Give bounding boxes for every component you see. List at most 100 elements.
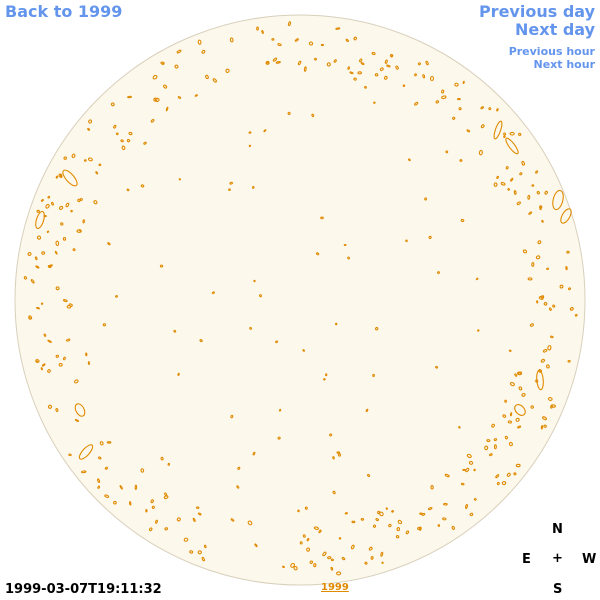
contour-mark bbox=[88, 119, 93, 124]
contour-mark bbox=[78, 444, 94, 460]
contour-mark bbox=[236, 485, 240, 489]
contour-mark bbox=[368, 546, 373, 551]
contour-mark bbox=[418, 526, 422, 531]
contour-mark bbox=[143, 141, 147, 145]
contour-mark bbox=[381, 561, 384, 564]
contour-mark bbox=[97, 485, 101, 489]
contour-mark bbox=[372, 373, 375, 377]
contour-mark bbox=[277, 43, 282, 47]
contour-mark bbox=[165, 106, 169, 112]
contour-mark bbox=[543, 302, 548, 306]
contour-mark bbox=[62, 169, 78, 187]
contour-mark bbox=[304, 506, 308, 510]
contour-mark bbox=[332, 490, 336, 495]
compass-center-icon: + bbox=[552, 551, 563, 566]
contour-mark bbox=[82, 219, 85, 224]
contour-mark bbox=[197, 39, 202, 45]
contour-mark bbox=[318, 529, 322, 534]
compass-south-label: S bbox=[553, 582, 563, 597]
contour-mark bbox=[542, 349, 548, 353]
contour-mark bbox=[559, 284, 564, 289]
contour-mark bbox=[79, 197, 83, 202]
contour-mark bbox=[517, 425, 522, 429]
contour-mark bbox=[85, 352, 88, 357]
contour-mark bbox=[50, 201, 55, 206]
contour-mark bbox=[87, 361, 90, 366]
contour-mark bbox=[386, 64, 391, 68]
contour-mark bbox=[565, 265, 568, 271]
contour-mark bbox=[40, 367, 43, 371]
contour-mark bbox=[47, 264, 52, 269]
contour-mark bbox=[62, 299, 68, 303]
contour-mark bbox=[462, 468, 466, 471]
contour-mark bbox=[275, 340, 279, 344]
contour-mark bbox=[93, 200, 98, 205]
previous-day-link[interactable]: Previous day bbox=[478, 2, 595, 21]
contour-mark bbox=[159, 264, 164, 268]
contour-mark bbox=[102, 323, 107, 327]
contour-mark bbox=[567, 360, 571, 363]
contour-mark bbox=[71, 153, 76, 159]
contour-mark bbox=[538, 295, 544, 300]
contour-mark bbox=[375, 326, 379, 331]
contour-mark bbox=[374, 73, 379, 77]
contour-mark bbox=[360, 62, 365, 66]
compass-west-label: W bbox=[582, 552, 597, 567]
year-link[interactable]: 1999 bbox=[321, 582, 349, 593]
contour-mark bbox=[377, 510, 381, 515]
contour-mark bbox=[160, 456, 164, 461]
contour-mark bbox=[349, 71, 354, 75]
contour-mark bbox=[126, 188, 130, 192]
previous-hour-link[interactable]: Previous hour bbox=[508, 45, 595, 58]
contour-mark bbox=[201, 49, 206, 54]
next-hour-link[interactable]: Next hour bbox=[533, 58, 596, 71]
contour-mark bbox=[47, 369, 51, 373]
contour-mark bbox=[107, 242, 111, 246]
contour-mark bbox=[335, 322, 338, 326]
contour-mark bbox=[536, 369, 544, 391]
contour-mark bbox=[466, 453, 472, 459]
contour-mark bbox=[99, 441, 104, 446]
contour-mark bbox=[148, 527, 153, 532]
contour-mark bbox=[43, 333, 47, 337]
next-day-link[interactable]: Next day bbox=[515, 20, 595, 39]
contour-mark bbox=[364, 85, 367, 89]
contour-mark bbox=[313, 563, 317, 568]
contour-mark bbox=[115, 295, 118, 298]
contour-mark bbox=[248, 144, 252, 148]
contour-mark bbox=[335, 27, 341, 30]
contour-mark bbox=[153, 97, 158, 102]
contour-mark bbox=[110, 102, 115, 107]
contour-mark bbox=[253, 279, 256, 283]
back-to-year-link[interactable]: Back to 1999 bbox=[5, 2, 123, 21]
contour-mark bbox=[390, 54, 394, 58]
contour-mark bbox=[225, 68, 230, 73]
contour-mark bbox=[504, 435, 509, 440]
contour-mark bbox=[493, 444, 497, 450]
contour-mark bbox=[460, 218, 465, 223]
contour-mark bbox=[228, 188, 231, 192]
contour-mark bbox=[150, 118, 155, 123]
contour-mark bbox=[80, 470, 87, 474]
contour-mark bbox=[163, 495, 169, 500]
contour-mark bbox=[566, 250, 570, 254]
contour-mark bbox=[514, 404, 526, 416]
contour-mark bbox=[428, 235, 432, 239]
contour-mark bbox=[229, 37, 234, 43]
contour-mark bbox=[344, 512, 348, 515]
contour-mark bbox=[379, 67, 384, 72]
contour-mark bbox=[347, 256, 350, 260]
contour-mark bbox=[383, 75, 388, 80]
contour-mark bbox=[539, 205, 543, 209]
contour-mark bbox=[444, 473, 450, 478]
contour-mark bbox=[126, 138, 131, 143]
contour-mark bbox=[329, 433, 333, 437]
contour-mark bbox=[513, 472, 517, 476]
contour-mark bbox=[199, 339, 203, 343]
contour-mark bbox=[41, 363, 46, 367]
contour-mark bbox=[302, 349, 306, 352]
contour-mark bbox=[35, 210, 45, 230]
contour-mark bbox=[507, 420, 513, 424]
contour-mark bbox=[475, 277, 479, 281]
contour-mark bbox=[495, 474, 500, 479]
